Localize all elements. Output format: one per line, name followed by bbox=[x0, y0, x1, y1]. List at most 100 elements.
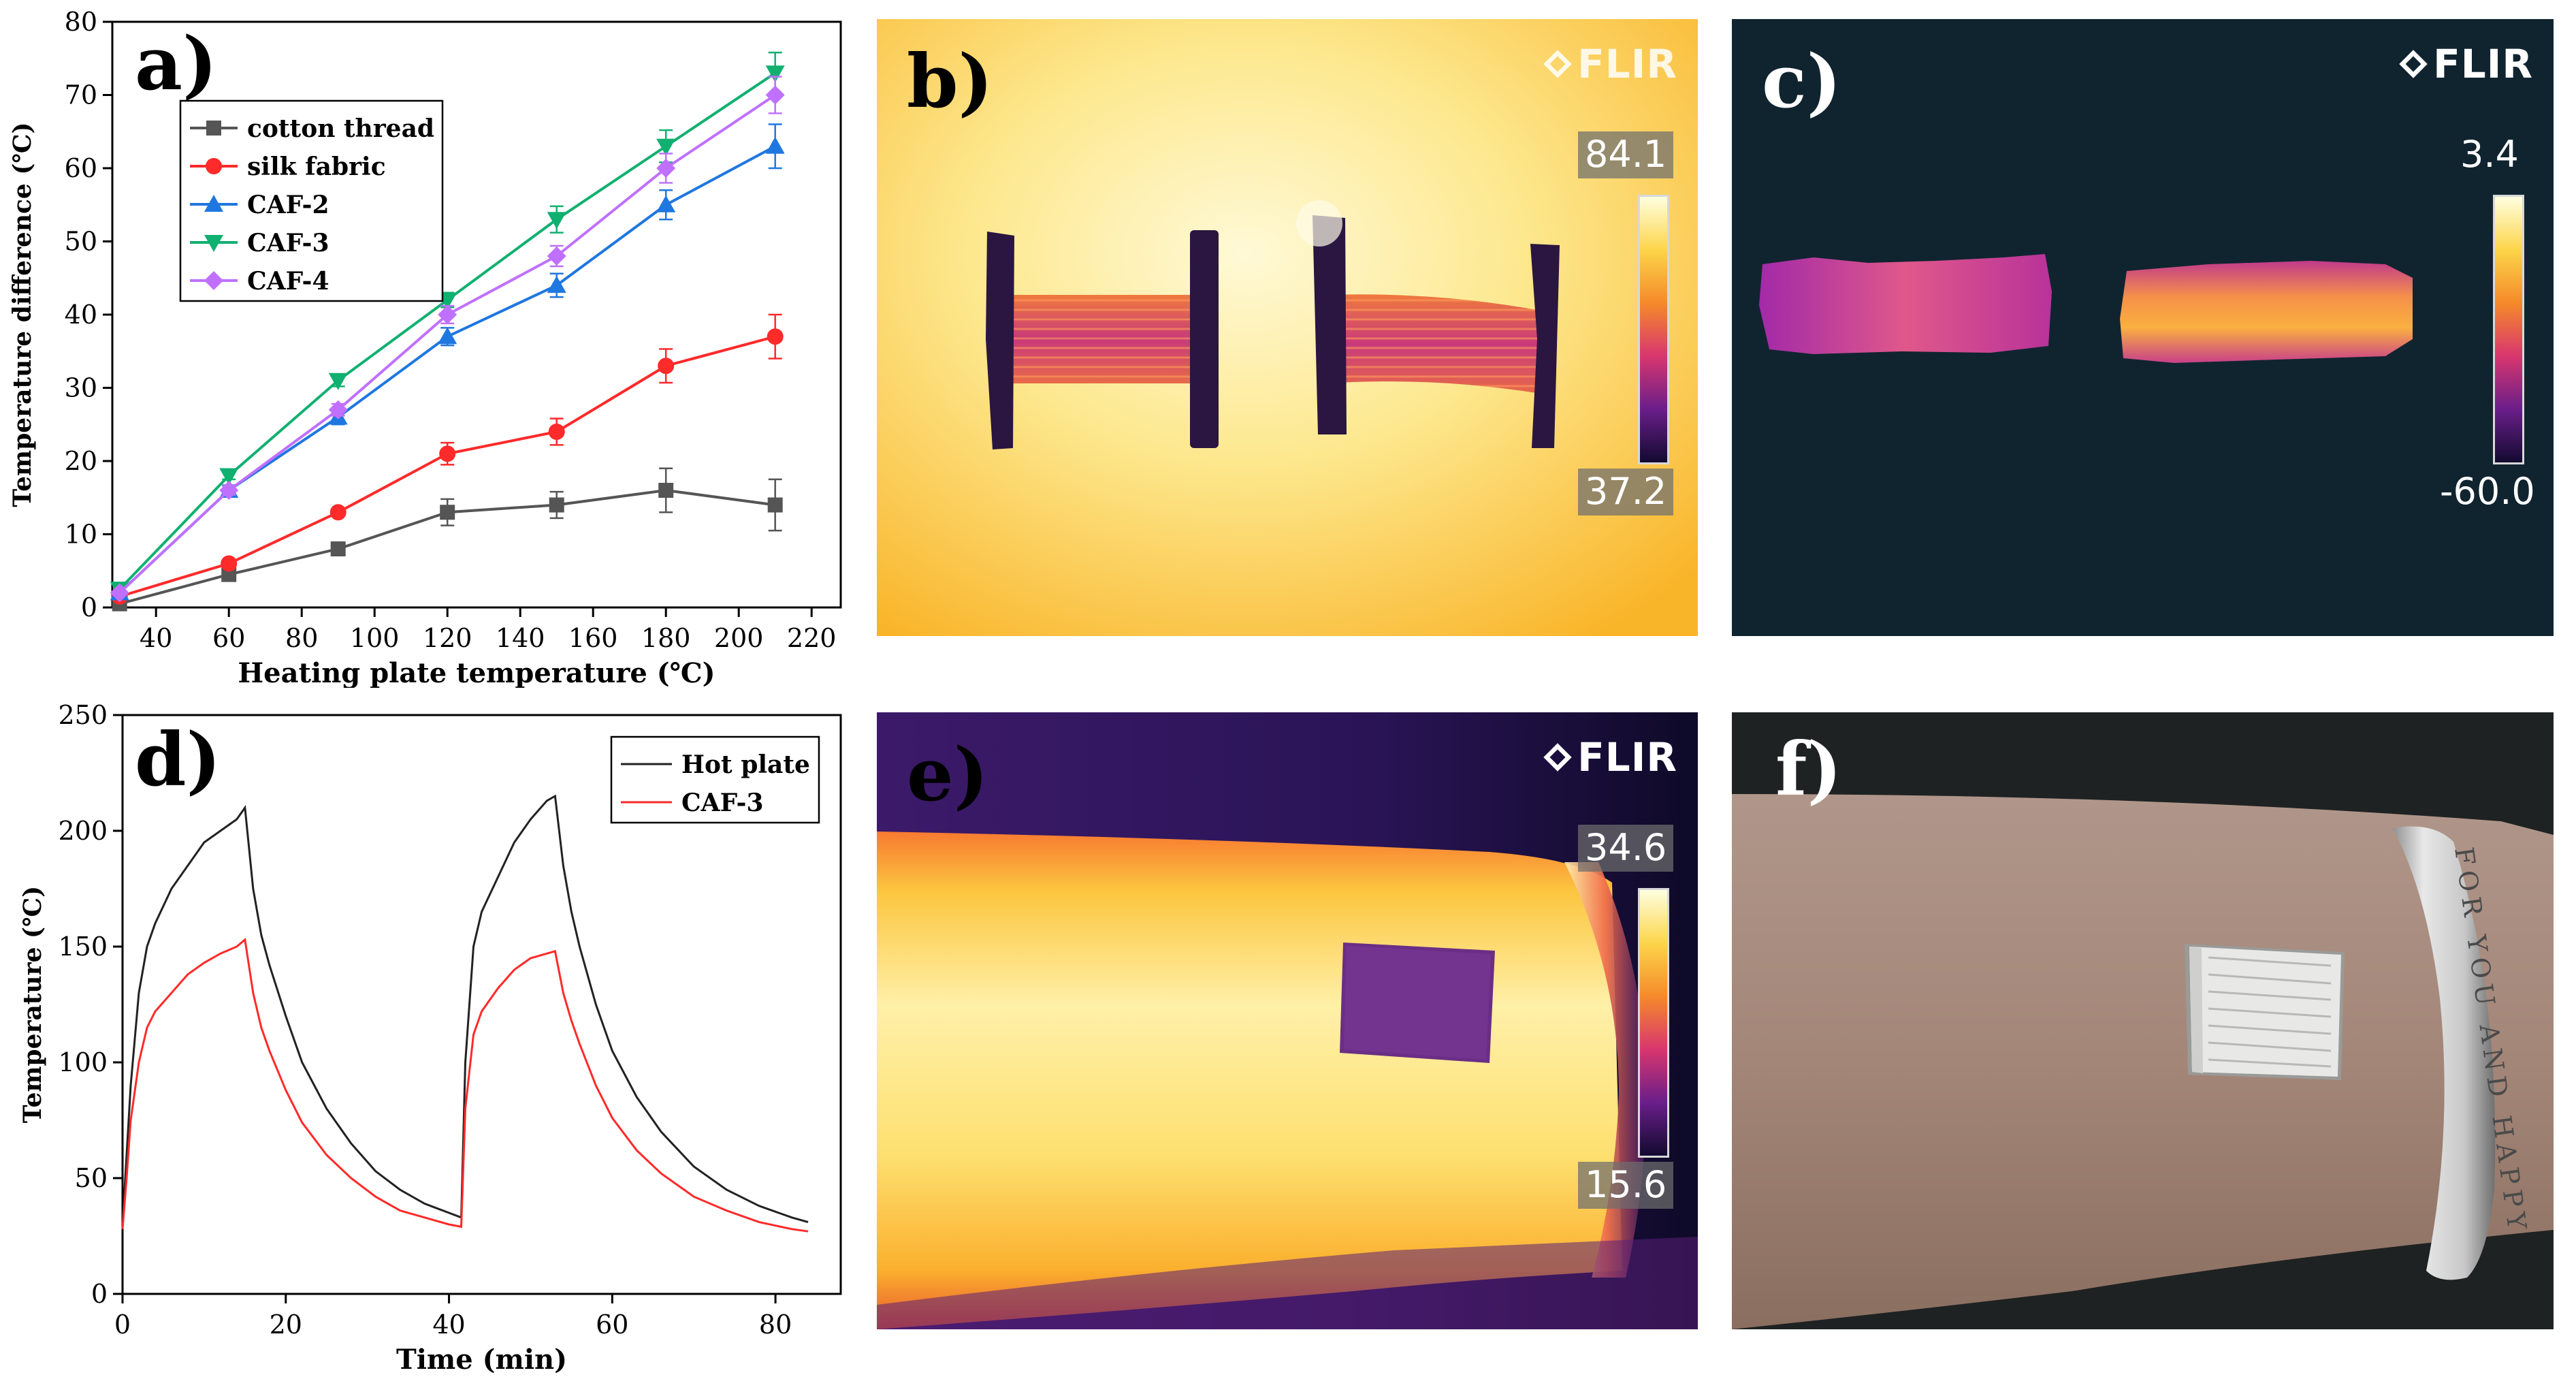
scale-max-e: 34.6 bbox=[1578, 825, 1674, 872]
y-tick-label: 0 bbox=[81, 592, 97, 622]
series-line bbox=[121, 937, 809, 1233]
panel-b: b) FLIR 84.1 37.2 bbox=[877, 19, 1698, 636]
data-point bbox=[765, 136, 785, 154]
y-tick-label: 250 bbox=[58, 700, 108, 730]
panel-letter-c: c) bbox=[1762, 39, 1841, 125]
y-tick-label: 80 bbox=[65, 7, 97, 37]
y-tick-label: 40 bbox=[65, 300, 97, 330]
y-tick-label: 200 bbox=[58, 816, 108, 846]
scale-min-c: -60.0 bbox=[2440, 470, 2535, 513]
flir-brand-text: FLIR bbox=[1577, 734, 1677, 780]
thermal-image-e bbox=[877, 712, 1698, 1329]
flir-icon bbox=[1543, 743, 1572, 772]
series-line bbox=[121, 794, 809, 1225]
chart-a: 40 60 80 100 120 140 160 180 200 220 0 10 20 30 40 50 60… bbox=[8, 7, 842, 688]
data-point bbox=[438, 327, 457, 345]
data-point bbox=[328, 373, 348, 390]
x-tick-label: 20 bbox=[270, 1310, 302, 1340]
sample-right bbox=[2120, 261, 2413, 363]
flir-logo-e: FLIR bbox=[1542, 734, 1677, 780]
legend-marker bbox=[206, 158, 222, 174]
flir-logo-b: FLIR bbox=[1542, 41, 1677, 87]
legend-marker bbox=[206, 121, 221, 136]
panel-f: FOR YOU AND HAPPY f) bbox=[1732, 712, 2554, 1329]
data-point bbox=[656, 138, 676, 156]
chart-d: 0 20 40 60 80 0 50 100 150 200 250 Time (min) Temper… bbox=[18, 700, 842, 1376]
y-tick-label: 70 bbox=[65, 80, 97, 110]
data-point bbox=[328, 400, 348, 419]
data-point bbox=[547, 247, 566, 266]
data-point bbox=[767, 328, 784, 345]
clamp-bars bbox=[986, 215, 1560, 449]
series-silk-fabric bbox=[111, 313, 784, 605]
colorbar-c bbox=[2493, 195, 2524, 464]
data-point bbox=[547, 276, 566, 293]
data-point bbox=[765, 85, 785, 105]
scale-max-b: 84.1 bbox=[1578, 131, 1674, 178]
legend-label: CAF-4 bbox=[247, 267, 329, 296]
plot-frame bbox=[121, 714, 842, 1295]
x-tick-label: 200 bbox=[714, 623, 764, 653]
data-point bbox=[547, 212, 566, 229]
legend-item: CAF-2 bbox=[190, 191, 329, 219]
flir-icon bbox=[2399, 50, 2428, 78]
scale-min-b: 37.2 bbox=[1578, 469, 1674, 516]
y-tick-label: 60 bbox=[65, 153, 97, 183]
series-cotton-thread bbox=[112, 467, 783, 612]
colorbar-b bbox=[1638, 195, 1669, 464]
legend-marker bbox=[204, 235, 223, 252]
legend-item: CAF-3 bbox=[190, 229, 329, 257]
panel-letter-e: e) bbox=[907, 732, 988, 818]
legend-label: CAF-2 bbox=[247, 191, 329, 219]
legend-label: CAF-3 bbox=[247, 229, 329, 257]
x-axis-label: Time (min) bbox=[396, 1344, 567, 1376]
data-point bbox=[658, 483, 674, 498]
data-point bbox=[438, 305, 457, 324]
fabric-strip-left bbox=[999, 295, 1204, 383]
series-line bbox=[119, 335, 776, 598]
legend-item: Hot plate bbox=[621, 750, 810, 779]
data-point bbox=[219, 481, 239, 500]
series-caf-3 bbox=[121, 937, 809, 1233]
data-point bbox=[549, 497, 564, 513]
legend-label: CAF-3 bbox=[681, 789, 764, 817]
x-axis-label: Heating plate temperature (℃) bbox=[238, 657, 715, 688]
legend-item: CAF-3 bbox=[621, 789, 764, 817]
legend-label: cotton thread bbox=[247, 114, 434, 143]
x-tick-label: 160 bbox=[568, 623, 618, 653]
x-tick-label: 140 bbox=[496, 623, 545, 653]
panel-letter-a: a) bbox=[135, 21, 218, 107]
y-tick-label: 30 bbox=[65, 373, 97, 403]
legend-marker bbox=[204, 271, 223, 290]
scale-max-c: 3.4 bbox=[2460, 133, 2519, 176]
thermal-image-c bbox=[1732, 19, 2554, 636]
data-point bbox=[548, 424, 565, 440]
x-tick-label: 0 bbox=[114, 1310, 131, 1340]
data-point bbox=[767, 497, 783, 513]
flir-logo-c: FLIR bbox=[2398, 41, 2533, 87]
sample-on-skin bbox=[2185, 944, 2345, 1080]
x-tick-label: 80 bbox=[759, 1310, 792, 1340]
flir-brand-text: FLIR bbox=[2433, 41, 2533, 87]
y-tick-label: 150 bbox=[58, 932, 108, 962]
y-tick-label: 20 bbox=[65, 446, 97, 476]
y-axis-label: Temperature difference (℃) bbox=[8, 122, 37, 507]
panel-letter-b: b) bbox=[907, 39, 993, 125]
fabric-strip-right bbox=[1326, 294, 1541, 394]
data-point bbox=[110, 583, 129, 603]
forearm bbox=[1732, 794, 2554, 1329]
x-tick-label: 40 bbox=[140, 623, 172, 653]
panel-e: e) FLIR 34.6 15.6 bbox=[877, 712, 1698, 1329]
y-axis-label: Temperature (℃) bbox=[18, 886, 47, 1123]
series-caf-4 bbox=[110, 76, 785, 603]
colorbar-e bbox=[1638, 888, 1669, 1158]
sample-left bbox=[1759, 254, 2052, 354]
legend-item: silk fabric bbox=[190, 153, 386, 181]
panel-letter-f: f) bbox=[1775, 727, 1842, 812]
x-tick-label: 120 bbox=[423, 623, 472, 653]
legend-label: Hot plate bbox=[681, 750, 810, 779]
y-tick-label: 50 bbox=[65, 227, 97, 257]
data-point bbox=[658, 358, 675, 375]
data-point bbox=[439, 445, 456, 462]
data-point bbox=[656, 159, 676, 178]
